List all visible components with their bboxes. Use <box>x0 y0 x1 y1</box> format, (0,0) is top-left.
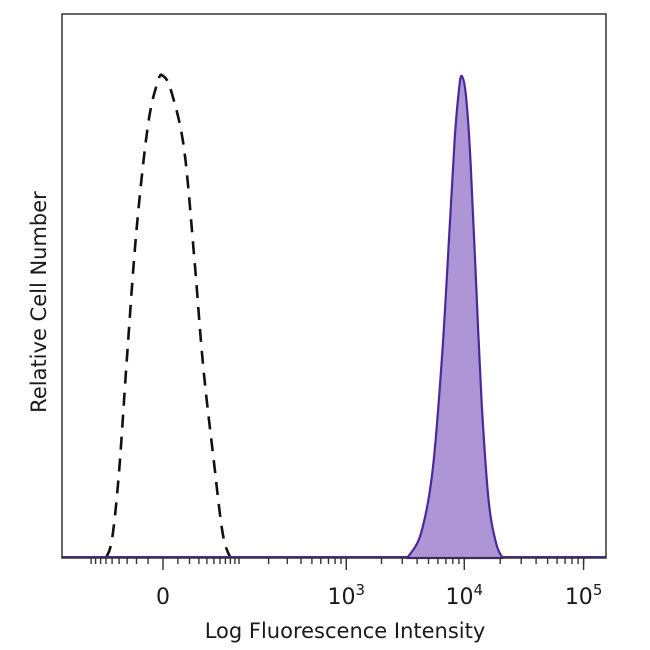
x-tick-labels: 0 103 104 105 <box>156 581 602 610</box>
x-tick-label: 103 <box>328 581 366 610</box>
filled-histogram-series <box>406 74 504 560</box>
x-tick-label: 104 <box>446 581 484 610</box>
y-axis-title: Relative Cell Number <box>27 191 51 413</box>
series-layer <box>62 73 606 560</box>
x-tick-label: 0 <box>156 585 170 610</box>
x-tick-label: 105 <box>565 581 603 610</box>
control-histogram-series <box>104 73 232 559</box>
x-axis-title: Log Fluorescence Intensity <box>205 619 486 643</box>
x-axis <box>90 558 585 570</box>
plot-frame <box>61 13 607 559</box>
